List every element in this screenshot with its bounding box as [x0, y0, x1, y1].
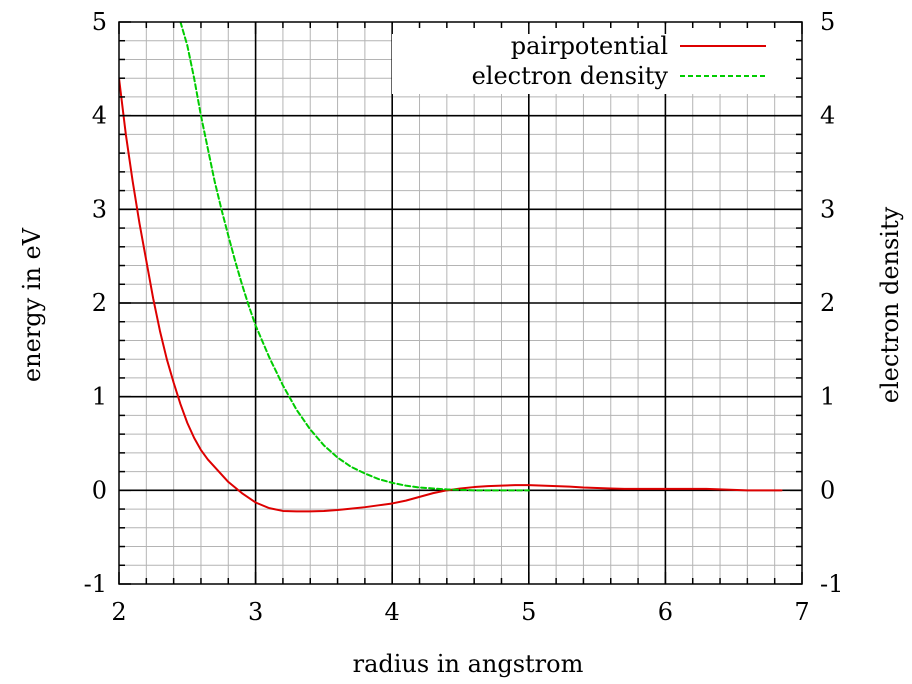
y2-tick-label: 5 [820, 8, 835, 36]
series-line-pairpotential [119, 77, 783, 513]
series-line-electron-density [179, 22, 530, 492]
y2-tick-label: 3 [820, 195, 835, 223]
x-axis-label: radius in angstrom [353, 650, 584, 678]
legend-label: pairpotential [511, 32, 668, 60]
x-tick-label: 2 [111, 598, 126, 626]
x-tick-label: 6 [658, 598, 673, 626]
y-tick-label: 2 [92, 289, 107, 317]
x-tick-labels: 2 3 4 5 6 7 [111, 598, 809, 626]
y2-tick-label: 1 [820, 383, 835, 411]
legend-box [392, 24, 800, 94]
y-tick-labels: -1 0 1 2 3 4 5 [84, 8, 107, 598]
y2-tick-label: 0 [820, 476, 835, 504]
y-tick-label: -1 [84, 570, 107, 598]
legend-label: electron density [472, 62, 669, 90]
series-layer [119, 22, 783, 513]
major-grid [119, 22, 802, 584]
y2-tick-label: 4 [820, 102, 835, 130]
x-tick-label: 3 [248, 598, 263, 626]
y-tick-label: 0 [92, 476, 107, 504]
y-tick-label: 4 [92, 102, 107, 130]
y2-axis-label: electron density [876, 206, 904, 403]
y-tick-label: 3 [92, 195, 107, 223]
y2-tick-label: 2 [820, 289, 835, 317]
y-axis-label: energy in eV [18, 227, 46, 382]
tick-marks [118, 21, 803, 585]
y-tick-label: 1 [92, 383, 107, 411]
x-tick-label: 5 [521, 598, 536, 626]
x-tick-label: 4 [385, 598, 400, 626]
y-tick-label: 5 [92, 8, 107, 36]
y2-tick-label: -1 [820, 570, 843, 598]
x-tick-label: 7 [794, 598, 809, 626]
y2-tick-labels: -1 0 1 2 3 4 5 [820, 8, 843, 598]
